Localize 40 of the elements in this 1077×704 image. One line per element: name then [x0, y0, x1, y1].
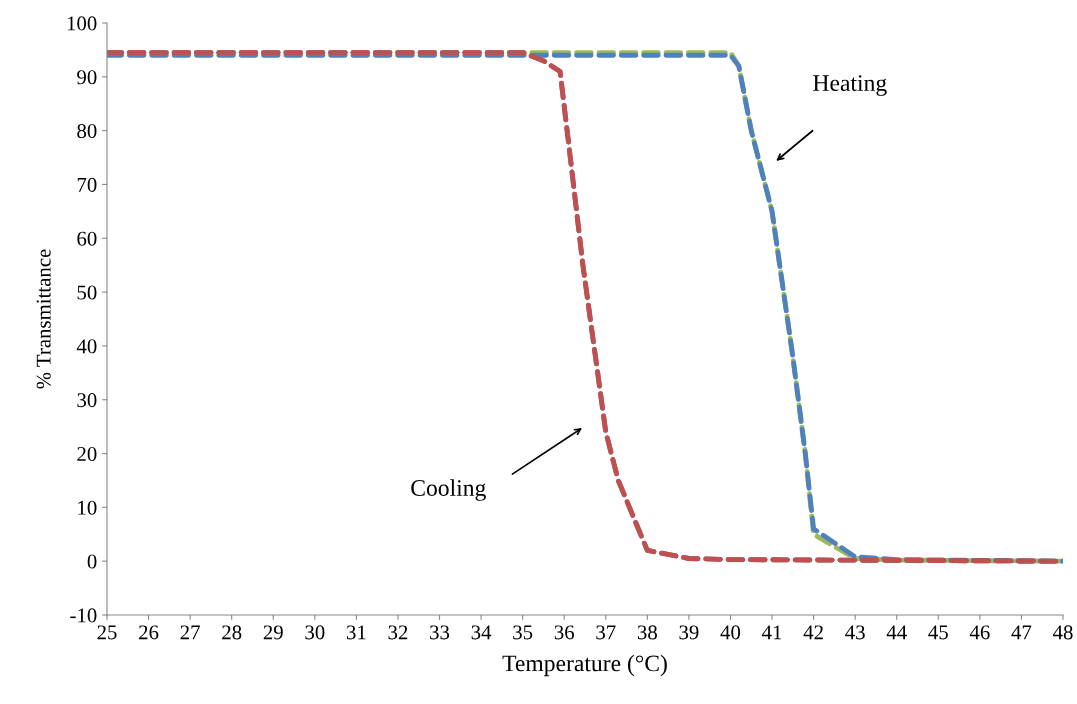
y-tick-label: 0 — [87, 554, 97, 569]
y-tick-label: 80 — [77, 124, 97, 139]
x-tick-label: 35 — [513, 625, 533, 640]
x-tick-label: 38 — [637, 625, 657, 640]
x-tick-label: 25 — [97, 625, 117, 640]
x-tick-label: 30 — [305, 625, 325, 640]
x-tick-label: 42 — [803, 625, 823, 640]
x-axis-title: Temperature (°C) — [502, 654, 667, 677]
x-tick-label: 29 — [263, 625, 283, 640]
y-tick-label: 50 — [77, 285, 97, 300]
y-tick-label: -10 — [70, 608, 97, 623]
y-tick-label: 20 — [77, 446, 97, 461]
y-axis-title: % Transmittance — [36, 249, 51, 389]
x-tick-label: 34 — [471, 625, 492, 640]
x-tick-label: 45 — [928, 625, 948, 640]
x-tick-label: 26 — [139, 625, 159, 640]
x-tick-label: 36 — [554, 625, 575, 640]
x-tick-label: 32 — [388, 625, 408, 640]
x-tick-label: 43 — [845, 625, 865, 640]
x-tick-label: 39 — [679, 625, 699, 640]
y-tick-label: 30 — [77, 393, 97, 408]
x-tick-label: 40 — [720, 625, 741, 640]
x-tick-label: 33 — [430, 625, 450, 640]
x-tick-label: 48 — [1052, 625, 1073, 640]
x-tick-label: 31 — [346, 625, 366, 640]
annotation: Heating — [813, 75, 887, 96]
x-tick-label: 27 — [180, 625, 200, 640]
x-tick-label: 28 — [222, 625, 242, 640]
x-tick-label: 37 — [596, 625, 616, 640]
x-tick-label: 47 — [1011, 625, 1032, 640]
y-tick-label: 100 — [67, 16, 97, 31]
y-tick-label: 10 — [78, 500, 97, 515]
x-tick-label: 41 — [762, 625, 782, 640]
y-tick-label: 60 — [77, 231, 97, 246]
x-tick-label: 44 — [886, 625, 907, 640]
y-tick-label: 70 — [77, 177, 97, 192]
x-tick-label: 46 — [969, 625, 990, 640]
annotation: Cooling — [411, 479, 486, 501]
y-tick-label: 40 — [76, 339, 97, 354]
y-tick-label: 90 — [77, 70, 97, 85]
